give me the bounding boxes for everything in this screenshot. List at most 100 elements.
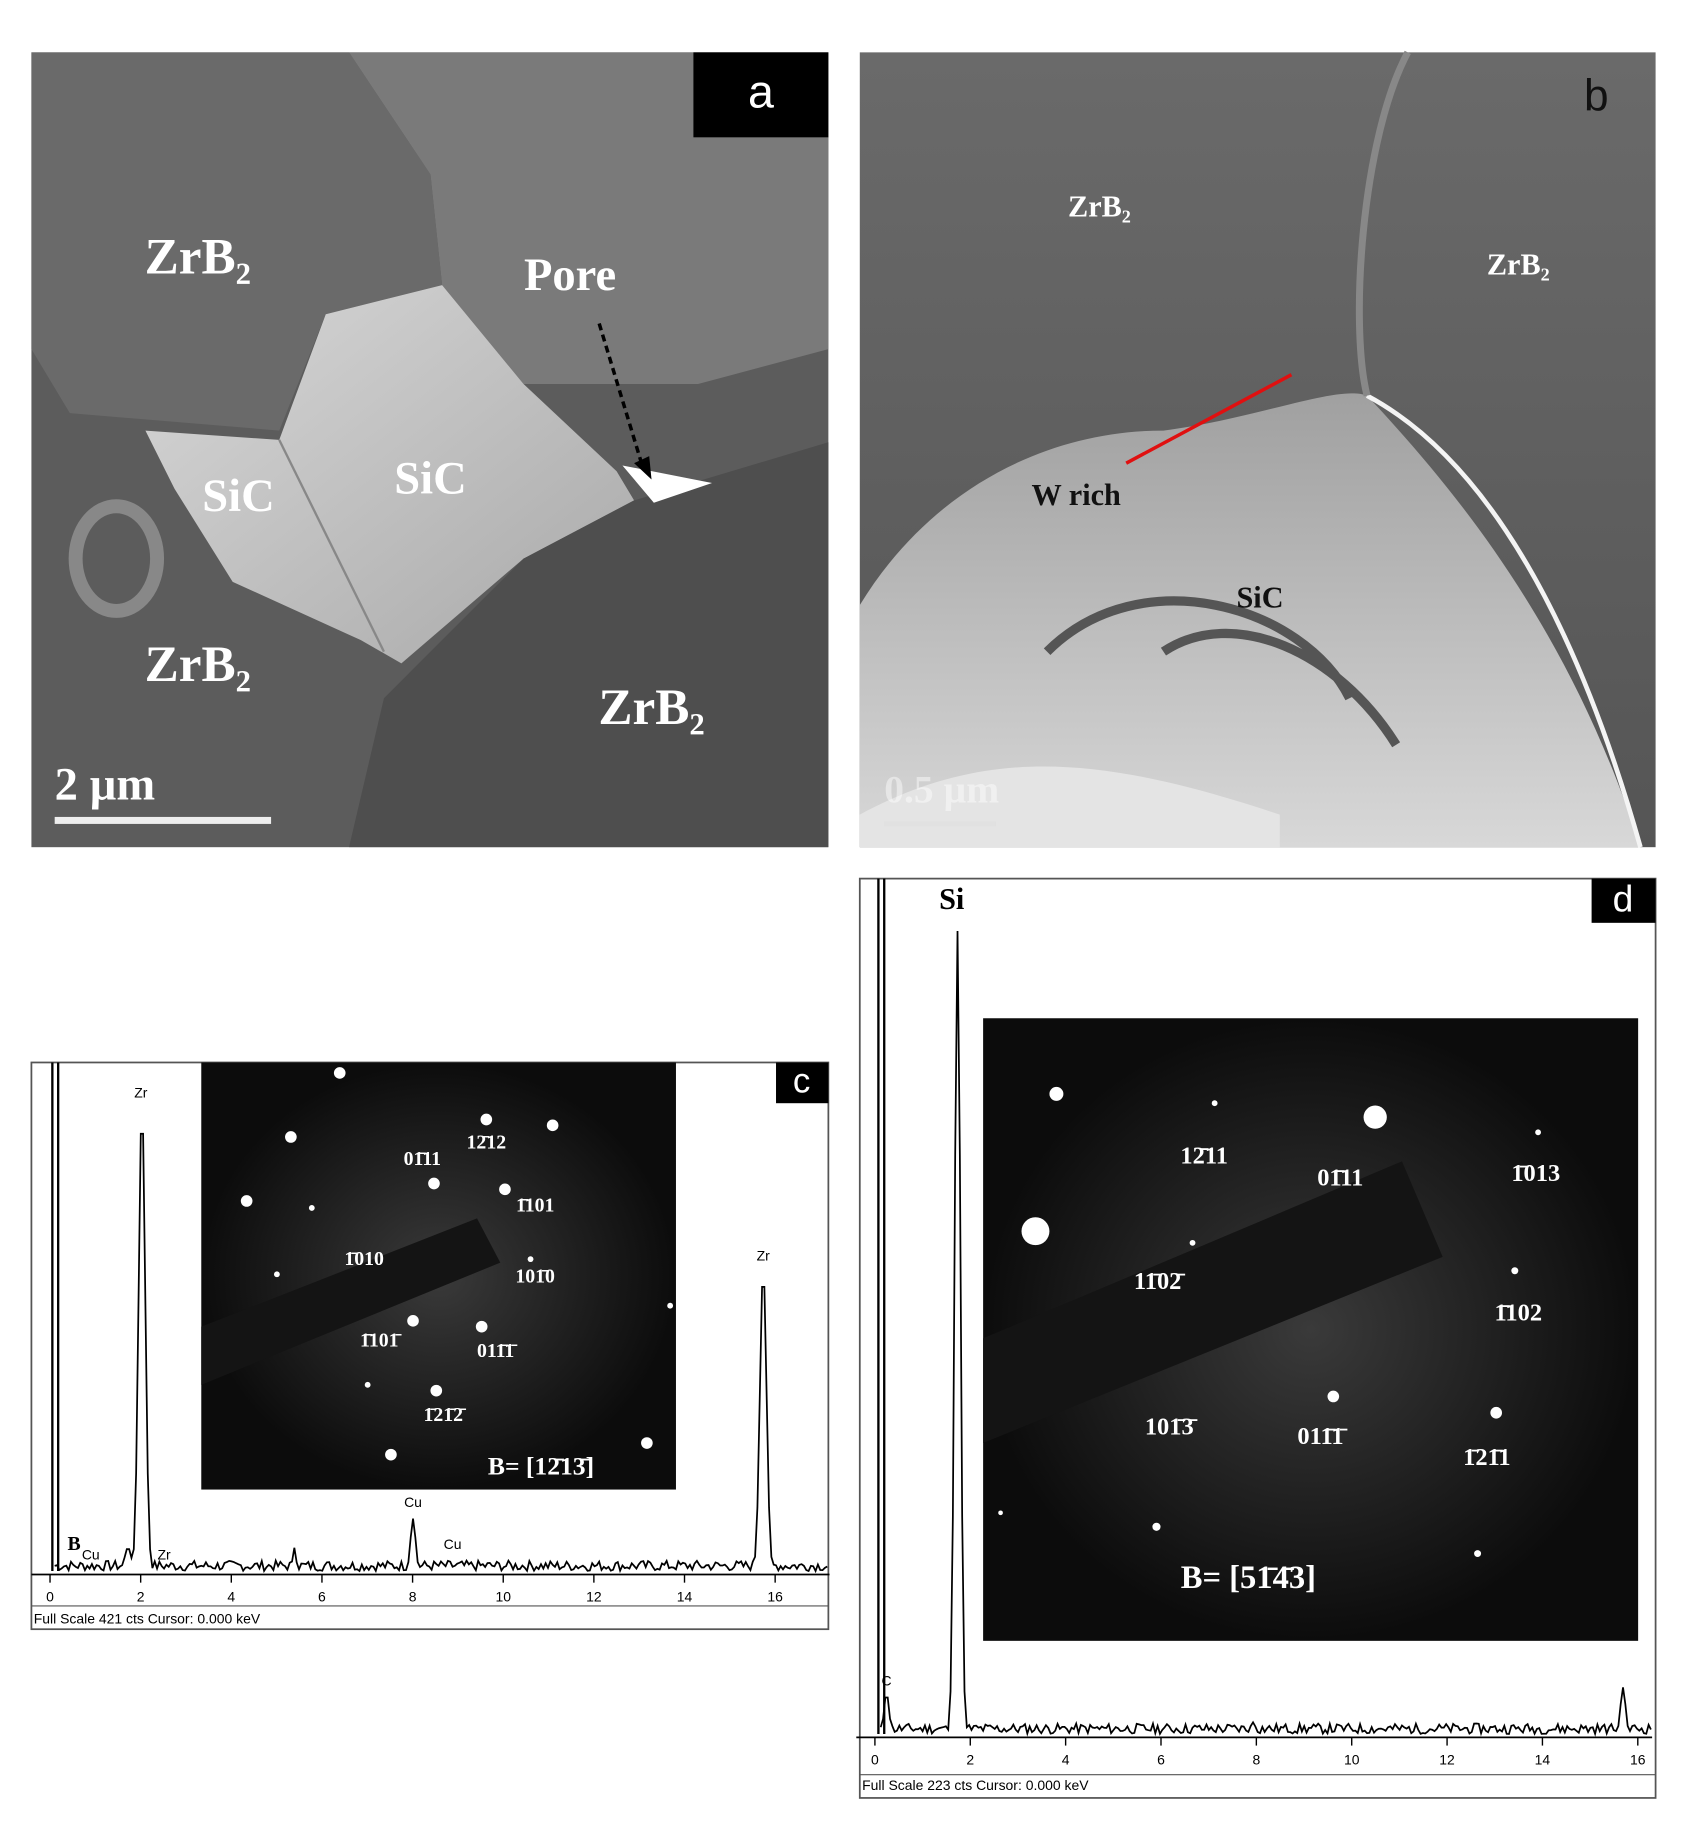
x-tick-label: 10 bbox=[1344, 1751, 1360, 1767]
x-tick-label: 4 bbox=[1062, 1751, 1070, 1767]
diffraction-spot bbox=[546, 1119, 559, 1132]
footer: Full Scale 223 cts Cursor: 0.000 keV bbox=[862, 1777, 1089, 1793]
diffraction-spot bbox=[428, 1177, 440, 1190]
panel-c-frame bbox=[30, 1061, 830, 1631]
diffraction-spot bbox=[667, 1302, 674, 1309]
diffraction-spot bbox=[1049, 1086, 1064, 1101]
annotation: W rich bbox=[1032, 478, 1122, 512]
annotation: ZrB₂ bbox=[145, 636, 251, 693]
miller-index: 1̄101̄ bbox=[360, 1329, 402, 1351]
annotation: ZrB₂ bbox=[145, 229, 251, 286]
diffraction-spot bbox=[273, 1271, 280, 1278]
miller-index: 12̄12 bbox=[467, 1131, 507, 1153]
diffraction-spot bbox=[1211, 1100, 1218, 1107]
diffraction-spot bbox=[1189, 1239, 1196, 1246]
x-tick-label: 6 bbox=[1157, 1751, 1165, 1767]
diffraction-spot bbox=[1152, 1522, 1161, 1531]
miller-index: 01̄11 bbox=[1317, 1165, 1363, 1192]
miller-index: 101̄3̄ bbox=[1145, 1414, 1198, 1441]
x-tick-label: 12 bbox=[1439, 1751, 1455, 1767]
x-tick-label: 10 bbox=[495, 1588, 511, 1604]
annotation: SiC bbox=[1236, 580, 1283, 614]
miller-index: 1̄21̄2̄ bbox=[424, 1404, 468, 1426]
annotation: ZrB₂ bbox=[598, 679, 704, 736]
x-tick-label: 6 bbox=[318, 1588, 326, 1604]
diffraction-spot bbox=[430, 1384, 443, 1397]
diffraction-spot bbox=[308, 1205, 315, 1211]
panel-label: d bbox=[1613, 878, 1634, 920]
annotation: Pore bbox=[524, 250, 616, 301]
peak-label: Zr bbox=[757, 1248, 771, 1264]
diffraction-spot bbox=[385, 1448, 397, 1461]
x-tick-label: 2 bbox=[966, 1751, 974, 1767]
x-tick-label: 16 bbox=[767, 1588, 783, 1604]
x-tick-label: 14 bbox=[1535, 1751, 1551, 1767]
panel-label: a bbox=[748, 66, 774, 118]
miller-index: 011̄1̄ bbox=[1297, 1423, 1347, 1450]
spectrum-trace bbox=[51, 1062, 60, 1572]
peak-label: B bbox=[67, 1533, 80, 1555]
x-tick-label: 0 bbox=[46, 1588, 54, 1604]
diffraction-spot bbox=[1474, 1550, 1482, 1558]
spectrum-trace bbox=[54, 1132, 828, 1574]
panel-d-frame bbox=[858, 877, 1657, 1799]
diffraction-spot bbox=[1363, 1105, 1387, 1129]
x-tick-label: 16 bbox=[1630, 1751, 1646, 1767]
panel-label: b bbox=[1584, 72, 1609, 121]
annotation: SiC bbox=[202, 471, 274, 522]
scale-bar-label: 0.5 µm bbox=[884, 768, 999, 812]
miller-index: 1̄010 bbox=[344, 1248, 384, 1270]
diffraction-spot bbox=[1511, 1267, 1519, 1275]
x-tick-label: 8 bbox=[1252, 1751, 1260, 1767]
miller-index: 12̄11 bbox=[1180, 1143, 1227, 1170]
footer: Full Scale 421 cts Cursor: 0.000 keV bbox=[34, 1611, 261, 1627]
diffraction-spot bbox=[641, 1437, 653, 1449]
miller-index: 1̄101 bbox=[516, 1194, 554, 1216]
x-tick-label: 4 bbox=[227, 1588, 235, 1604]
diffraction-spot bbox=[480, 1113, 493, 1126]
peak-label: Cu bbox=[444, 1536, 462, 1552]
peak-label: Cu bbox=[82, 1547, 100, 1563]
diffraction-spot bbox=[364, 1381, 371, 1388]
x-tick-label: 14 bbox=[677, 1588, 693, 1604]
miller-index: 01̄11 bbox=[404, 1148, 441, 1170]
diffraction-spot bbox=[499, 1183, 511, 1196]
diffraction-spot bbox=[285, 1131, 297, 1143]
peak-label: C bbox=[882, 1672, 892, 1688]
diffraction-spot bbox=[1490, 1406, 1503, 1419]
peak-label: Si bbox=[939, 882, 964, 916]
spectrum-trace bbox=[879, 930, 1652, 1737]
peak-label: Cu bbox=[404, 1494, 422, 1510]
x-tick-label: 8 bbox=[409, 1588, 417, 1604]
diffraction-spot bbox=[333, 1067, 346, 1079]
zone-axis: B= [12̄13̄] bbox=[488, 1451, 594, 1480]
miller-index: 011̄1̄ bbox=[477, 1340, 518, 1362]
scale-bar-label: 2 µm bbox=[55, 760, 155, 811]
peak-label: Zr bbox=[134, 1085, 148, 1101]
diffraction-spot bbox=[998, 1510, 1003, 1516]
x-tick-label: 2 bbox=[137, 1588, 145, 1604]
annotation: SiC bbox=[394, 454, 466, 505]
diffraction-spot bbox=[1327, 1390, 1340, 1403]
peak-label: Zr bbox=[157, 1547, 171, 1563]
miller-index: 1̄21̄1 bbox=[1463, 1444, 1510, 1471]
spectrum-trace bbox=[877, 878, 886, 1734]
x-tick-label: 0 bbox=[871, 1751, 879, 1767]
x-tick-label: 12 bbox=[586, 1588, 602, 1604]
diffraction-spot bbox=[475, 1320, 488, 1333]
panel-label: c bbox=[793, 1062, 810, 1101]
diffraction-spot bbox=[407, 1315, 419, 1327]
diffraction-spot bbox=[1535, 1129, 1541, 1136]
panel-b-image bbox=[859, 50, 1656, 848]
miller-index: 1̄013 bbox=[1511, 1160, 1560, 1187]
miller-index: 11̄02̄ bbox=[1134, 1268, 1185, 1295]
zone-axis: B= [51̄4̄3] bbox=[1181, 1560, 1316, 1596]
miller-index: 1̄102 bbox=[1495, 1300, 1542, 1327]
diffraction-spot bbox=[1021, 1217, 1050, 1246]
diffraction-spot bbox=[527, 1256, 534, 1263]
miller-index: 101̄0 bbox=[515, 1265, 555, 1287]
diffraction-spot bbox=[240, 1195, 253, 1207]
panel-a-image bbox=[31, 52, 829, 848]
